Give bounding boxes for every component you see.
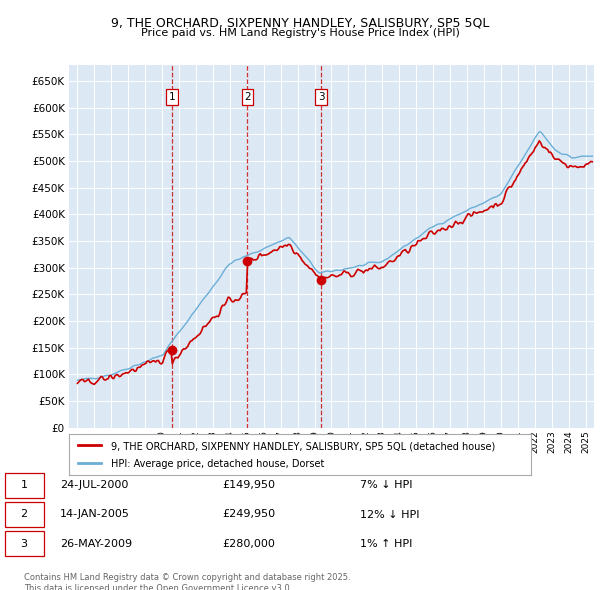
Text: 1% ↑ HPI: 1% ↑ HPI bbox=[360, 539, 412, 549]
Text: 12% ↓ HPI: 12% ↓ HPI bbox=[360, 510, 419, 519]
Text: £149,950: £149,950 bbox=[222, 480, 275, 490]
Text: 2: 2 bbox=[244, 92, 251, 102]
Text: 1: 1 bbox=[169, 92, 175, 102]
Text: 24-JUL-2000: 24-JUL-2000 bbox=[60, 480, 128, 490]
Text: Price paid vs. HM Land Registry's House Price Index (HPI): Price paid vs. HM Land Registry's House … bbox=[140, 28, 460, 38]
FancyBboxPatch shape bbox=[5, 473, 44, 497]
Text: 3: 3 bbox=[20, 539, 28, 549]
Text: Contains HM Land Registry data © Crown copyright and database right 2025.
This d: Contains HM Land Registry data © Crown c… bbox=[24, 573, 350, 590]
Text: HPI: Average price, detached house, Dorset: HPI: Average price, detached house, Dors… bbox=[110, 459, 324, 469]
Text: 3: 3 bbox=[318, 92, 325, 102]
FancyBboxPatch shape bbox=[5, 502, 44, 527]
Text: 7% ↓ HPI: 7% ↓ HPI bbox=[360, 480, 413, 490]
Text: 2: 2 bbox=[20, 510, 28, 519]
Text: £249,950: £249,950 bbox=[222, 510, 275, 519]
Text: 9, THE ORCHARD, SIXPENNY HANDLEY, SALISBURY, SP5 5QL (detached house): 9, THE ORCHARD, SIXPENNY HANDLEY, SALISB… bbox=[110, 441, 495, 451]
Text: 14-JAN-2005: 14-JAN-2005 bbox=[60, 510, 130, 519]
FancyBboxPatch shape bbox=[5, 532, 44, 556]
Text: 9, THE ORCHARD, SIXPENNY HANDLEY, SALISBURY, SP5 5QL: 9, THE ORCHARD, SIXPENNY HANDLEY, SALISB… bbox=[111, 17, 489, 30]
Text: 1: 1 bbox=[20, 480, 28, 490]
Text: £280,000: £280,000 bbox=[222, 539, 275, 549]
Text: 26-MAY-2009: 26-MAY-2009 bbox=[60, 539, 132, 549]
